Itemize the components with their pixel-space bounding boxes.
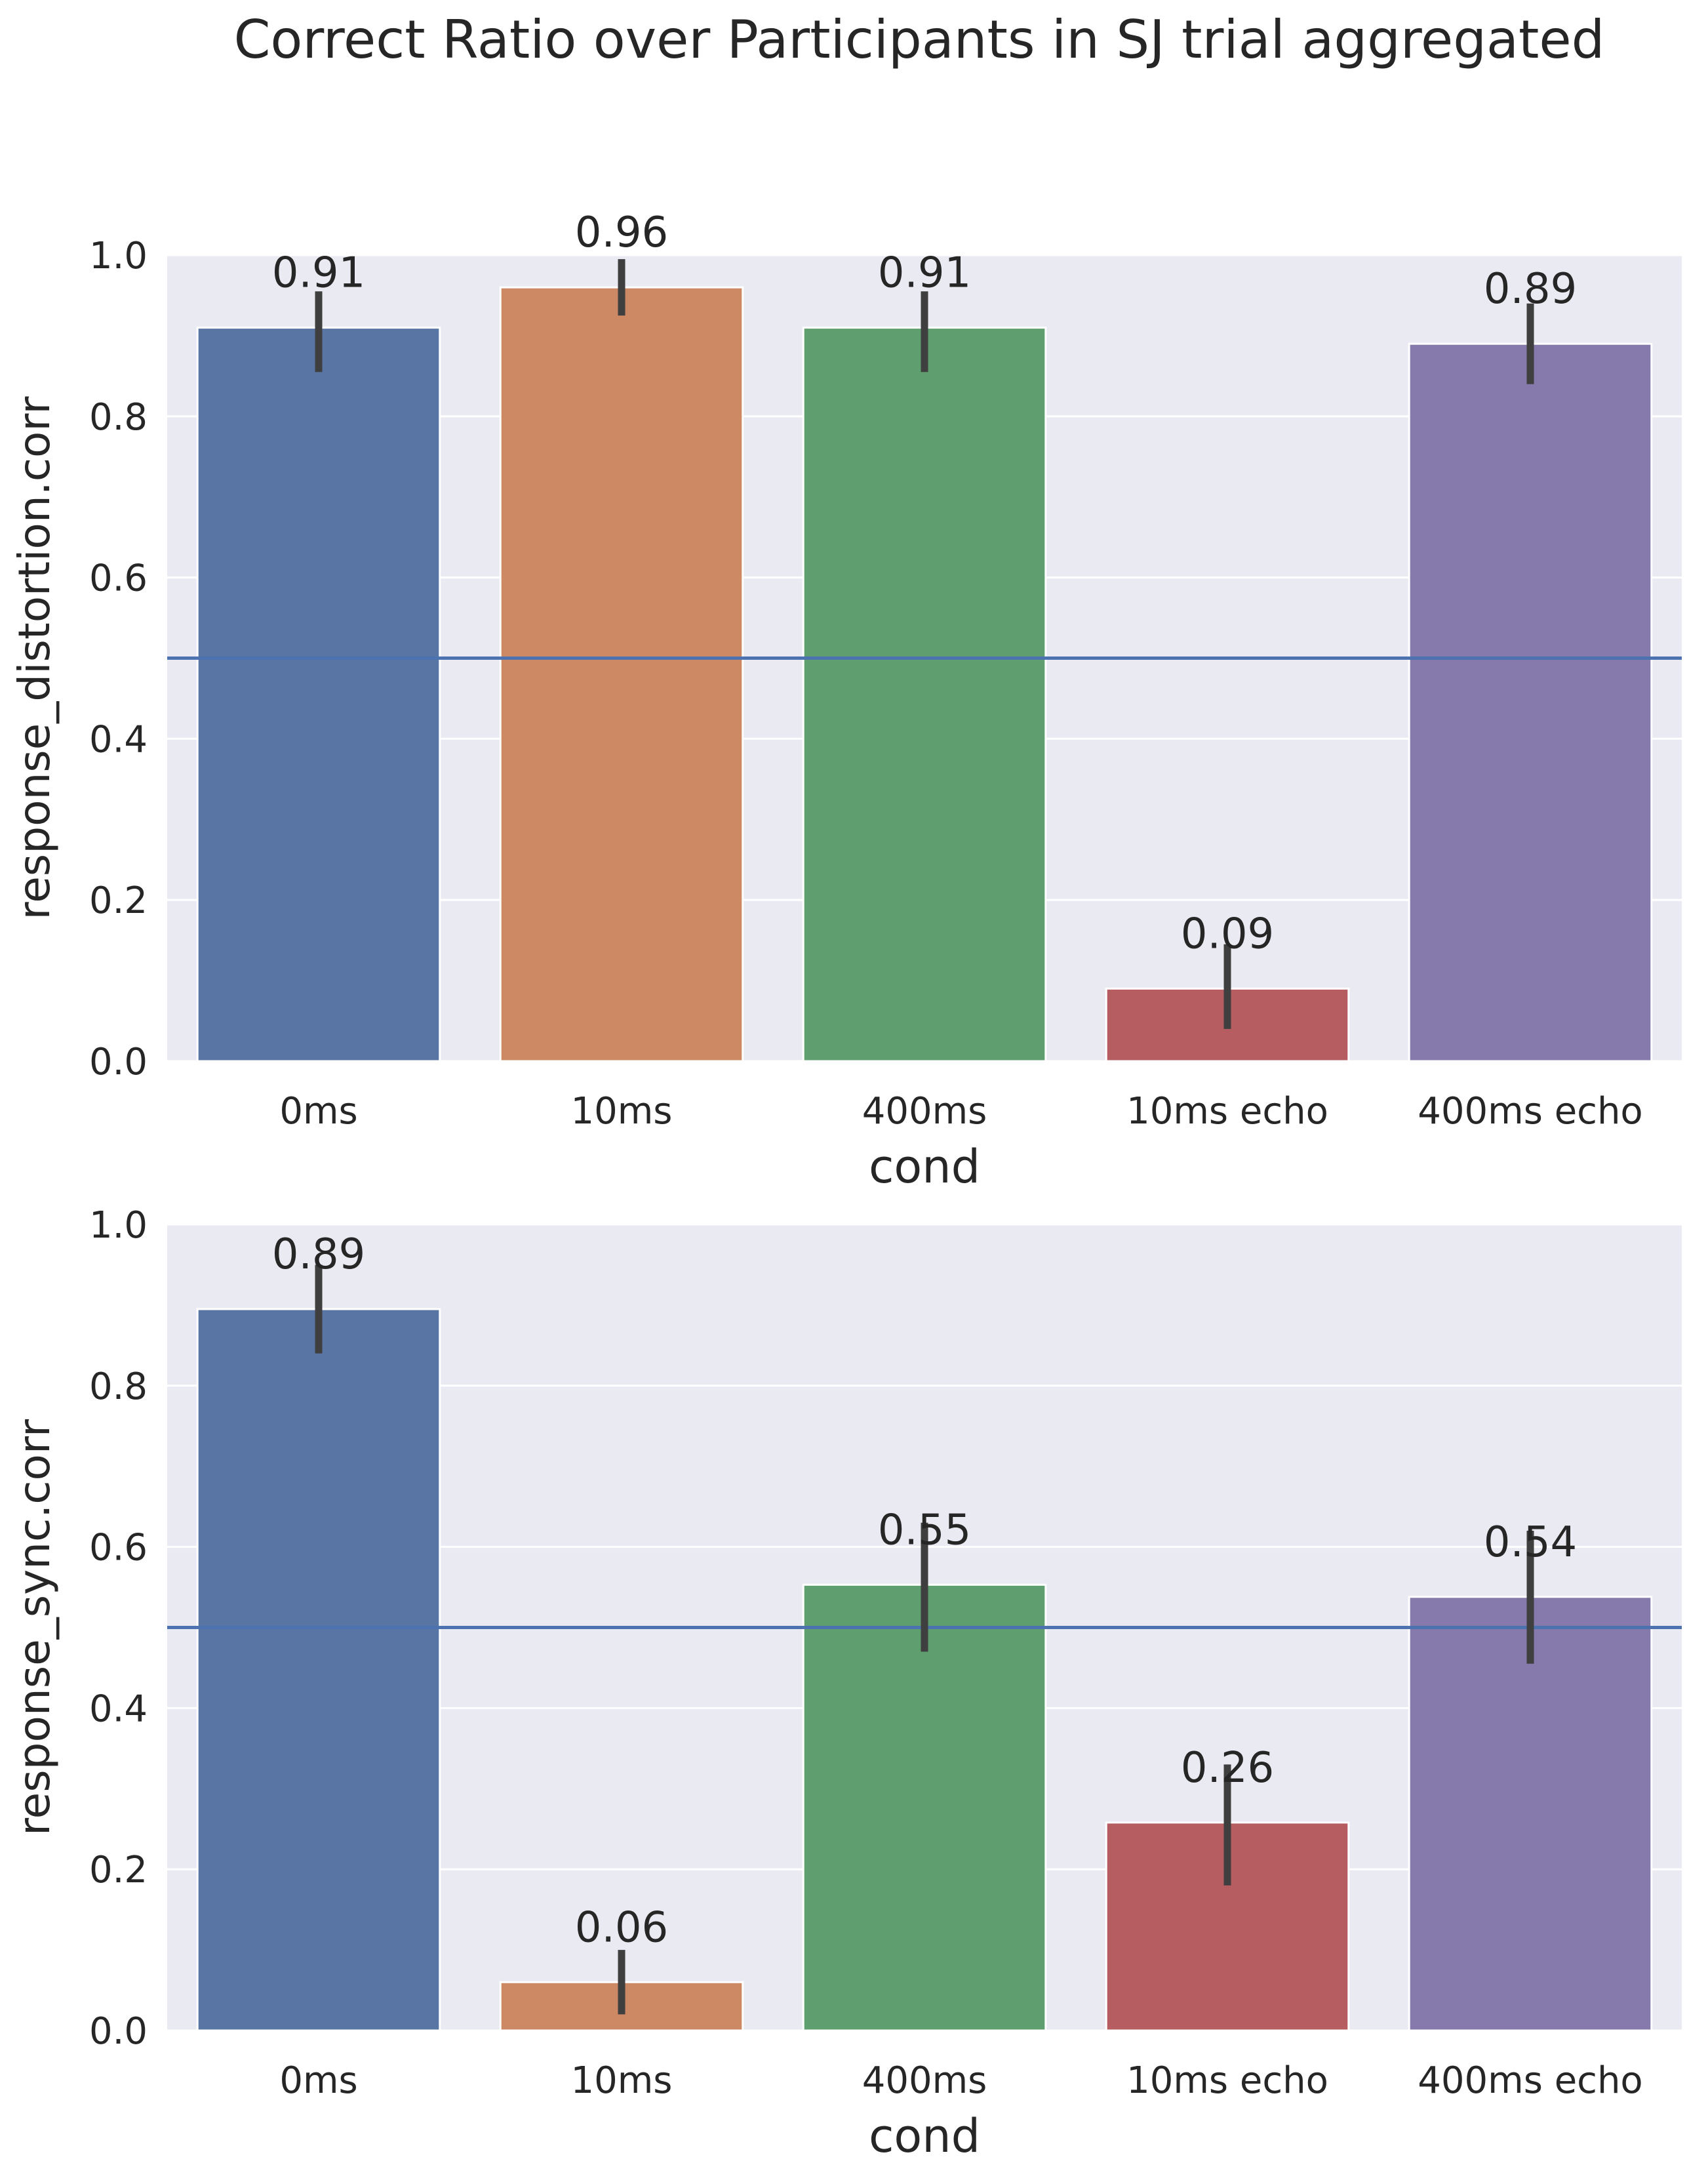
top-y-axis-label: response_distortion.corr [9, 396, 60, 920]
top-y-tick-label: 0.8 [89, 396, 148, 439]
top-value-label: 0.91 [272, 249, 366, 298]
bottom-y-tick-label: 0.4 [89, 1687, 148, 1730]
bottom-bar [802, 1583, 1047, 2032]
bottom-value-label: 0.55 [878, 1506, 972, 1554]
bottom-y-tick-label: 0.0 [89, 2010, 148, 2053]
bottom-value-labels: 0.89 0.06 0.55 0.26 0.54 [272, 1230, 1578, 1952]
bottom-x-tick-label: 0ms [279, 2059, 357, 2102]
top-value-label: 0.89 [1484, 265, 1578, 313]
top-x-tick-labels: 0ms 10ms 400ms 10ms echo 400ms echo [279, 1090, 1642, 1133]
bottom-y-axis-label: response_sync.corr [9, 1419, 60, 1836]
bottom-bars [196, 1308, 1653, 2032]
bottom-subplot: 0.890.060.550.260.54 0.00.20.40.60.81.0 … [9, 1204, 1682, 2163]
bottom-error-bars [315, 1264, 1534, 2015]
bottom-y-tick-labels: 0.0 0.2 0.4 0.6 0.8 1.0 [89, 1204, 148, 2053]
bottom-x-tick-label: 400ms echo [1418, 2059, 1642, 2102]
top-value-label: 0.91 [878, 249, 972, 298]
bottom-value-label: 0.26 [1181, 1744, 1275, 1792]
bottom-y-tick-label: 0.6 [89, 1527, 148, 1569]
bottom-x-tick-label: 400ms [862, 2059, 987, 2102]
top-x-tick-label: 400ms echo [1418, 1090, 1642, 1133]
top-x-axis-label: cond [869, 1140, 980, 1194]
top-bar [196, 327, 441, 1062]
top-error-bars [315, 259, 1534, 1029]
figure-title: Correct Ratio over Participants in SJ tr… [234, 9, 1605, 70]
top-bar [1408, 342, 1653, 1062]
bottom-bar [1408, 1596, 1653, 2032]
top-y-tick-label: 0.0 [89, 1041, 148, 1083]
top-x-tick-label: 400ms [862, 1090, 987, 1133]
top-subplot: 0.910.960.910.090.89 0.00.20.40.60.81.0 … [9, 209, 1682, 1194]
bottom-x-axis-label: cond [869, 2109, 980, 2163]
top-y-tick-labels: 0.0 0.2 0.4 0.6 0.8 1.0 [89, 235, 148, 1083]
bottom-x-tick-labels: 0ms 10ms 400ms 10ms echo 400ms echo [279, 2059, 1642, 2102]
top-x-tick-label: 10ms echo [1126, 1090, 1328, 1133]
top-y-tick-label: 0.2 [89, 879, 148, 922]
bottom-y-tick-label: 0.2 [89, 1849, 148, 1891]
top-bar [499, 286, 744, 1062]
top-value-label: 0.96 [575, 209, 669, 257]
top-value-label: 0.09 [1181, 910, 1275, 958]
bottom-x-tick-label: 10ms [571, 2059, 673, 2102]
top-y-tick-label: 0.4 [89, 718, 148, 761]
top-y-tick-label: 0.6 [89, 557, 148, 600]
top-x-tick-label: 0ms [279, 1090, 357, 1133]
bottom-bar [196, 1308, 441, 2032]
bottom-value-label: 0.89 [272, 1230, 366, 1279]
top-y-tick-label: 1.0 [89, 235, 148, 277]
bottom-x-tick-label: 10ms echo [1126, 2059, 1328, 2102]
top-bar [802, 327, 1047, 1062]
bottom-y-tick-label: 1.0 [89, 1204, 148, 1247]
top-value-labels: 0.91 0.96 0.91 0.09 0.89 [272, 209, 1578, 958]
bottom-y-tick-label: 0.8 [89, 1365, 148, 1408]
top-bars [196, 286, 1653, 1062]
bottom-value-label: 0.06 [575, 1903, 669, 1952]
bottom-value-label: 0.54 [1484, 1518, 1578, 1567]
top-x-tick-label: 10ms [571, 1090, 673, 1133]
